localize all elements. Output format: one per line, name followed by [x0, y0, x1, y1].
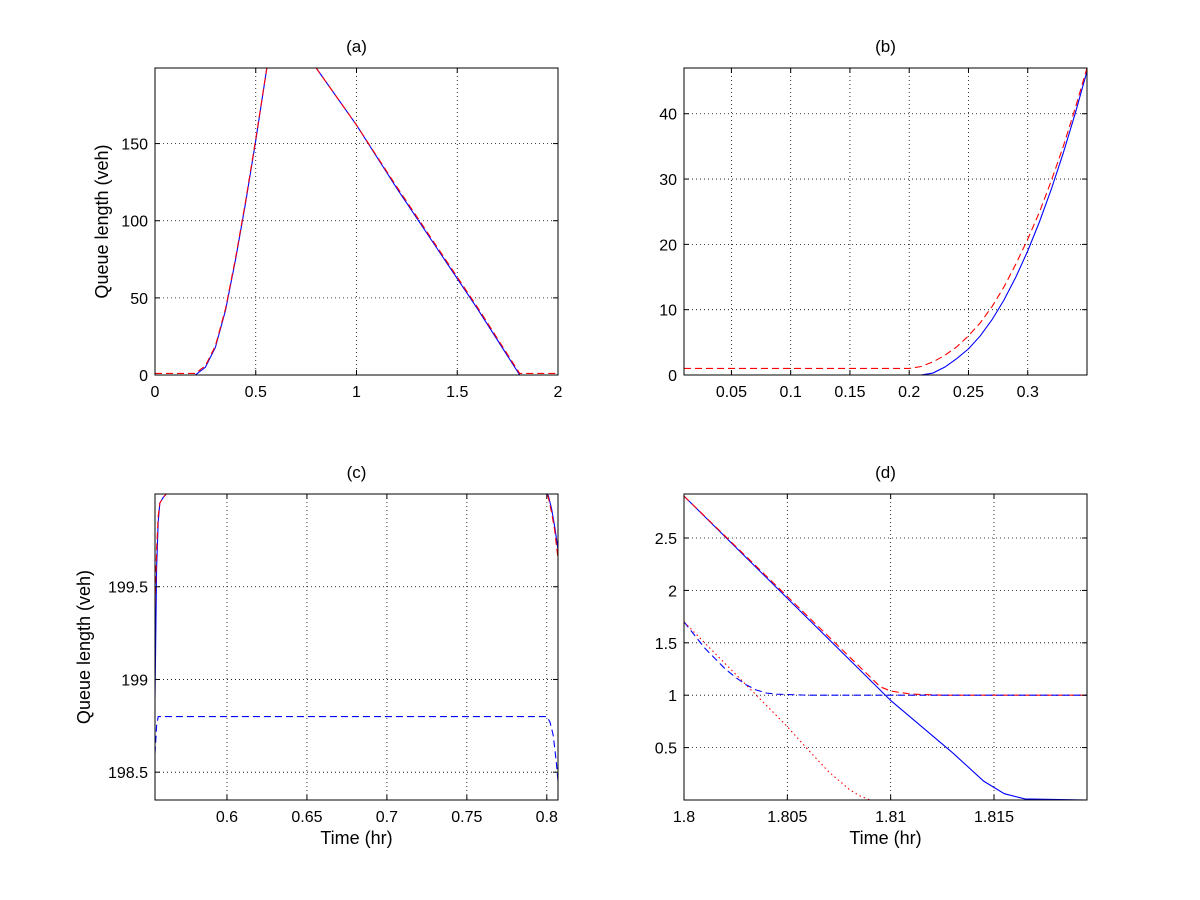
- x-tick-label: 0.15: [834, 384, 865, 401]
- panel-a: 0 0.5 1 1.5 2 0 50 100 150 (a) Queue length (veh): [92, 37, 563, 401]
- x-tick-label: 0.8: [536, 809, 558, 826]
- x-tick-label: 1.815: [974, 809, 1014, 826]
- y-tick-label: 50: [130, 291, 148, 308]
- series-line-4: [684, 621, 1087, 800]
- x-tick-label: 0: [151, 384, 160, 401]
- series-group: [684, 495, 1087, 800]
- x-tick-label: 0.25: [953, 384, 984, 401]
- x-tick-label: 0.7: [376, 809, 398, 826]
- x-tick-label: 2: [554, 384, 563, 401]
- x-tick-label: 1.5: [446, 384, 468, 401]
- x-tick-label: 1.805: [767, 809, 807, 826]
- x-tick-label: 1.8: [673, 809, 695, 826]
- y-tick-label: 1.5: [655, 636, 677, 653]
- series-line-2: [684, 68, 1087, 370]
- panel-d: 1.8 1.805 1.81 1.815 0.5 1 1.5 2 2.5 (d) Time (hr): [655, 463, 1088, 848]
- y-tick-label: 0.5: [655, 741, 677, 758]
- y-tick-label: 100: [121, 214, 148, 231]
- y-tick-label: 10: [659, 303, 677, 320]
- panel-title: (a): [346, 37, 367, 56]
- x-tick-label: 0.5: [245, 384, 267, 401]
- x-tick-label: 1: [352, 384, 361, 401]
- x-tick-label: 0.2: [898, 384, 920, 401]
- panel-title: (c): [347, 463, 367, 482]
- series-line-3: [155, 715, 558, 782]
- x-tick-label: 0.75: [451, 809, 482, 826]
- x-axis-label: Time (hr): [849, 828, 921, 848]
- series-group: [684, 68, 1087, 375]
- y-tick-label: 1: [668, 688, 677, 705]
- x-tick-label: 1.81: [875, 809, 906, 826]
- y-tick-label: 199.5: [108, 580, 148, 597]
- y-tick-label: 40: [659, 107, 677, 124]
- y-tick-label: 198.5: [108, 765, 148, 782]
- x-tick-label: 0.6: [216, 809, 238, 826]
- panel-title: (d): [875, 463, 896, 482]
- series-line-3: [684, 621, 1087, 696]
- panel-c: 0.6 0.65 0.7 0.75 0.8 198.5 199 199.5 (c) Time (h…: [74, 463, 559, 848]
- y-tick-label: 30: [659, 172, 677, 189]
- x-tick-label: 0.1: [780, 384, 802, 401]
- axes-box: [683, 493, 1088, 801]
- series-line-2: [155, 68, 558, 375]
- axes-box: [683, 67, 1088, 376]
- y-tick-label: 20: [659, 237, 677, 254]
- y-tick-label: 2: [668, 583, 677, 600]
- x-tick-label: 0.05: [716, 384, 747, 401]
- series-group: [155, 68, 558, 375]
- x-tick-label: 0.65: [291, 809, 322, 826]
- axes-box: [154, 493, 559, 801]
- y-tick-label: 0: [139, 368, 148, 385]
- x-tick-label: 0.3: [1017, 384, 1039, 401]
- y-axis-label: Queue length (veh): [74, 570, 94, 724]
- x-axis-label: Time (hr): [320, 828, 392, 848]
- series-group: [155, 494, 558, 782]
- y-tick-label: 0: [668, 368, 677, 385]
- y-axis-label: Queue length (veh): [92, 144, 112, 298]
- series-line-2: [155, 494, 558, 606]
- y-tick-label: 150: [121, 137, 148, 154]
- y-tick-label: 2.5: [655, 531, 677, 548]
- series-line-1: [684, 71, 1087, 375]
- panel-b: 0.05 0.1 0.15 0.2 0.25 0.3 0 10 20 30 40 (b): [659, 37, 1088, 401]
- panel-title: (b): [875, 37, 896, 56]
- y-tick-label: 199: [121, 672, 148, 689]
- series-line-1: [684, 495, 1087, 800]
